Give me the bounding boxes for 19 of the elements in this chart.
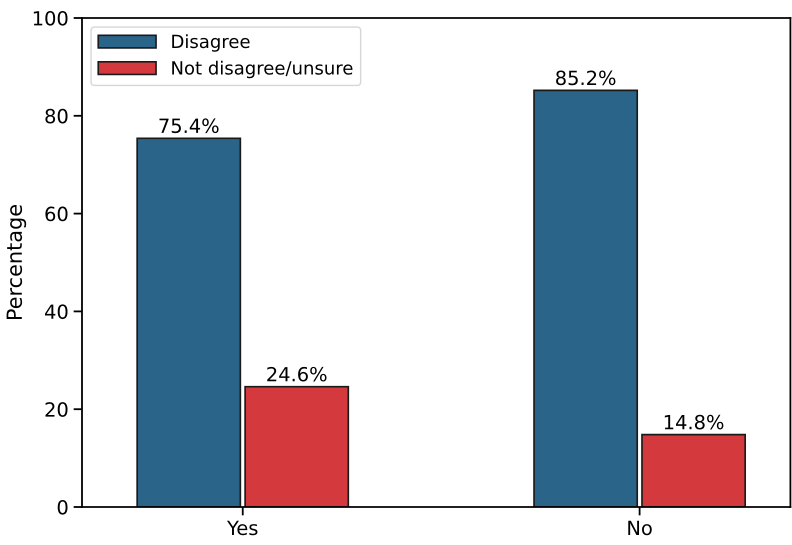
bar xyxy=(641,434,746,507)
y-tick-label: 60 xyxy=(45,206,68,222)
data-label: 75.4% xyxy=(159,118,219,134)
legend-label: Not disagree/unsure xyxy=(172,60,352,78)
bar xyxy=(533,90,638,507)
x-tick-label: Yes xyxy=(226,520,258,536)
data-label: 24.6% xyxy=(267,366,327,382)
y-axis-title: Percentage xyxy=(6,205,26,320)
y-tick-label: 0 xyxy=(58,500,68,515)
legend-label: Disagree xyxy=(172,34,250,52)
bar xyxy=(244,386,350,507)
y-tick-label: 20 xyxy=(45,402,68,417)
y-tick-label: 80 xyxy=(45,108,68,124)
data-label: 85.2% xyxy=(556,70,616,86)
data-label: 14.8% xyxy=(664,414,724,430)
bar xyxy=(136,137,242,507)
y-tick-label: 40 xyxy=(45,304,68,320)
y-tick-label: 100 xyxy=(34,10,68,26)
x-tick-label: No xyxy=(628,520,652,536)
